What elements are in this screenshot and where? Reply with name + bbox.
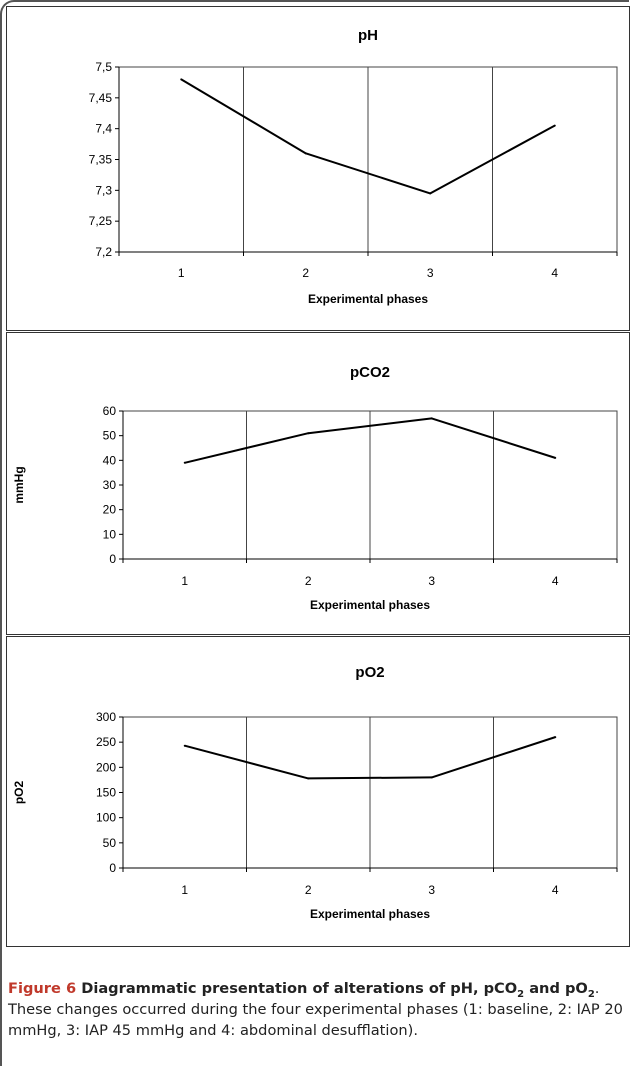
y-tick-label: 7,45	[89, 91, 113, 105]
x-tick-label: 1	[181, 574, 188, 588]
x-tick-label: 3	[427, 266, 434, 280]
chart-ph: pH 7,2 7,25 7,3 7,35 7,4 7,45 7,5 1 2 3 4 Experiment…	[89, 27, 618, 306]
data-point	[554, 736, 557, 739]
y-tick-label: 7,4	[95, 122, 112, 136]
y-tick-label: 150	[96, 786, 116, 800]
y-tick-label: 100	[96, 811, 116, 825]
x-axis-label: Experimental phases	[310, 907, 430, 921]
x-tick-label: 2	[305, 574, 312, 588]
figure-caption: Figure 6 Diagrammatic presentation of al…	[8, 978, 623, 1041]
y-tick-label: 7,3	[95, 183, 112, 197]
caption-text: . These changes occurred during the four…	[8, 980, 623, 1039]
x-tick-label: 4	[551, 266, 558, 280]
x-tick-label: 4	[552, 883, 559, 897]
y-tick-label: 7,5	[95, 60, 112, 74]
chart-panel-po2: pO2 0 50 100 150 200 250 300 1 2 3 4 Experimental ph…	[6, 636, 630, 947]
y-tick-label: 7,2	[95, 245, 112, 259]
y-tick-label: 200	[96, 760, 116, 774]
data-point	[430, 417, 433, 420]
y-tick-label: 0	[109, 861, 116, 875]
y-tick-label: 7,25	[89, 214, 113, 228]
caption-figure-label: Figure 6	[8, 980, 77, 997]
x-tick-label: 2	[302, 266, 309, 280]
series-line	[180, 78, 556, 195]
data-point	[304, 152, 307, 155]
y-tick-label: 40	[103, 453, 117, 467]
chart-title-ph: pH	[358, 27, 378, 44]
caption-title: Figure 6 Diagrammatic presentation of al…	[8, 980, 595, 1000]
data-point	[307, 432, 310, 435]
y-tick-label: 50	[103, 836, 117, 850]
data-point	[307, 777, 310, 780]
y-tick-label: 250	[96, 735, 116, 749]
y-tick-label: 50	[103, 429, 117, 443]
y-axis-label: mmHg	[12, 466, 26, 503]
chart-title-po2: pO2	[355, 664, 384, 681]
x-tick-label: 3	[428, 883, 435, 897]
data-point	[183, 744, 186, 747]
y-tick-label: 0	[109, 552, 116, 566]
y-tick-label: 30	[103, 478, 117, 492]
data-point	[180, 78, 183, 81]
data-point	[430, 776, 433, 779]
data-point	[553, 124, 556, 127]
x-axis-label: Experimental phases	[310, 598, 430, 612]
data-point	[183, 461, 186, 464]
x-tick-label: 1	[181, 883, 188, 897]
x-axis-label: Experimental phases	[308, 292, 428, 306]
y-tick-label: 20	[103, 503, 117, 517]
series-line	[184, 736, 556, 780]
chart-panel-ph: pH 7,2 7,25 7,3 7,35 7,4 7,45 7,5 1 2 3 4 Experiment…	[6, 6, 630, 331]
series-line	[184, 417, 556, 464]
data-point	[429, 192, 432, 195]
x-tick-label: 3	[428, 574, 435, 588]
y-tick-label: 10	[103, 527, 117, 541]
data-point	[554, 456, 557, 459]
chart-pco2: pCO2 0 10 20 30 40 50 60 1 2 3 4 Experimental phases…	[12, 364, 618, 612]
y-tick-label: 300	[96, 710, 116, 724]
y-tick-label: 60	[103, 404, 117, 418]
x-tick-label: 1	[178, 266, 185, 280]
chart-panel-pco2: pCO2 0 10 20 30 40 50 60 1 2 3 4 Experimental phases…	[6, 332, 630, 635]
y-axis-label: pO2	[12, 781, 26, 805]
chart-title-pco2: pCO2	[350, 364, 390, 381]
x-tick-label: 4	[552, 574, 559, 588]
y-tick-label: 7,35	[89, 153, 113, 167]
chart-po2: pO2 0 50 100 150 200 250 300 1 2 3 4 Experimental ph…	[12, 664, 618, 921]
x-tick-label: 2	[305, 883, 312, 897]
